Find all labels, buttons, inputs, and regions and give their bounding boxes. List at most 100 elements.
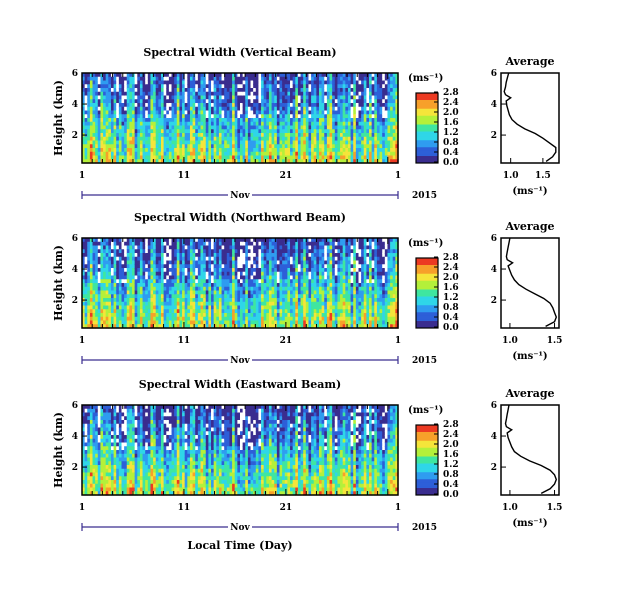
heatmap-cell xyxy=(313,99,317,104)
heatmap-cell xyxy=(342,125,346,130)
heatmap-cell xyxy=(105,91,109,97)
heatmap-cell xyxy=(197,99,202,104)
heatmap-cell xyxy=(145,305,149,310)
heatmap-cell xyxy=(192,260,196,265)
heatmap-cell xyxy=(250,73,254,78)
heatmap-cell xyxy=(266,260,270,265)
heatmap-cell xyxy=(132,99,136,104)
heatmap-cell xyxy=(158,313,162,318)
heatmap-cell xyxy=(255,294,260,299)
heatmap-cell xyxy=(82,309,86,314)
heatmap-cell xyxy=(195,121,199,127)
heatmap-cell xyxy=(92,99,96,104)
heatmap-cell xyxy=(105,118,109,123)
heatmap-cell xyxy=(213,121,217,127)
heatmap-cell xyxy=(171,84,175,89)
heatmap-cell xyxy=(390,125,394,130)
heatmap-cell xyxy=(158,84,162,89)
heatmap-cell xyxy=(197,238,202,243)
heatmap-cell xyxy=(121,271,125,277)
heatmap-cell xyxy=(95,249,99,254)
heatmap-cell xyxy=(89,95,94,100)
heatmap-cell xyxy=(189,268,194,273)
heatmap-cell xyxy=(110,275,115,280)
heatmap-cell xyxy=(221,238,225,243)
heatmap-cell xyxy=(105,305,109,310)
heatmap-cell xyxy=(184,249,188,254)
heatmap-cell xyxy=(203,305,207,310)
heatmap-cell xyxy=(129,305,133,310)
heatmap-cell xyxy=(161,155,165,160)
heatmap-cell xyxy=(237,313,241,318)
heatmap-cell xyxy=(247,99,252,104)
heatmap-cell xyxy=(213,80,217,85)
heatmap-cell xyxy=(258,294,262,299)
heatmap-cell xyxy=(229,260,233,265)
heatmap-cell xyxy=(142,324,146,329)
heatmap-cell xyxy=(129,249,133,254)
heatmap-cell xyxy=(245,106,249,112)
heatmap-cell xyxy=(216,301,220,307)
heatmap-cell xyxy=(147,249,152,254)
heatmap-cell xyxy=(297,84,302,89)
heatmap-cell xyxy=(192,136,196,142)
heatmap-cell xyxy=(263,305,267,310)
heatmap-cell xyxy=(118,88,123,93)
heatmap-cell xyxy=(158,118,162,123)
heatmap-cell xyxy=(132,148,136,153)
heatmap-cell xyxy=(155,324,159,329)
heatmap-cell xyxy=(358,155,362,160)
heatmap-cell xyxy=(113,91,117,97)
y-tick-label: 6 xyxy=(72,69,78,79)
heatmap-cell xyxy=(229,136,233,142)
heatmap-cell xyxy=(92,121,96,127)
heatmap-cell xyxy=(363,140,367,145)
heatmap-cell xyxy=(347,133,352,138)
heatmap-cell xyxy=(221,99,225,104)
heatmap-cell xyxy=(374,155,378,160)
heatmap-cell xyxy=(345,140,349,145)
heatmap-cell xyxy=(105,140,109,145)
heatmap-cell xyxy=(84,76,88,82)
heatmap-cell xyxy=(245,121,249,127)
heatmap-cell xyxy=(240,316,244,322)
heatmap-cell xyxy=(379,110,383,115)
heatmap-cell xyxy=(305,121,310,127)
heatmap-cell xyxy=(129,80,133,85)
heatmap-cell xyxy=(179,264,183,269)
colorbar-tick-label: 2.0 xyxy=(443,108,459,118)
heatmap-cell xyxy=(203,103,207,108)
heatmap-cell xyxy=(195,144,199,149)
heatmap-cell xyxy=(113,155,117,160)
average-frame xyxy=(500,72,560,164)
heatmap-cell xyxy=(147,275,152,280)
heatmap-cell xyxy=(358,118,362,123)
heatmap-cell xyxy=(303,91,307,97)
heatmap-cell xyxy=(316,84,320,89)
heatmap-cell xyxy=(295,88,299,93)
heatmap-cell xyxy=(311,118,315,123)
heatmap-cell xyxy=(113,95,117,100)
heatmap-cell xyxy=(84,313,88,318)
heatmap-cell xyxy=(97,76,102,82)
heatmap-cell xyxy=(87,110,91,115)
heatmap-cell xyxy=(213,129,217,134)
heatmap-cell xyxy=(284,241,288,247)
heatmap-cell xyxy=(313,148,317,153)
heatmap-cell xyxy=(353,84,357,89)
heatmap-cell xyxy=(155,91,159,97)
heatmap-cell xyxy=(255,260,260,265)
heatmap-cell xyxy=(271,298,275,303)
heatmap-cell xyxy=(324,84,328,89)
heatmap-cell xyxy=(184,103,188,108)
heatmap-cell xyxy=(266,129,270,134)
heatmap-cell xyxy=(163,283,167,288)
heatmap-cell xyxy=(208,238,212,243)
heatmap-cell xyxy=(137,84,141,89)
heatmap-cell xyxy=(350,99,354,104)
heatmap-cell xyxy=(274,118,278,123)
heatmap-cell xyxy=(187,148,191,153)
heatmap-cell xyxy=(321,151,325,157)
heatmap-cell xyxy=(376,148,381,153)
heatmap-cell xyxy=(216,275,220,280)
